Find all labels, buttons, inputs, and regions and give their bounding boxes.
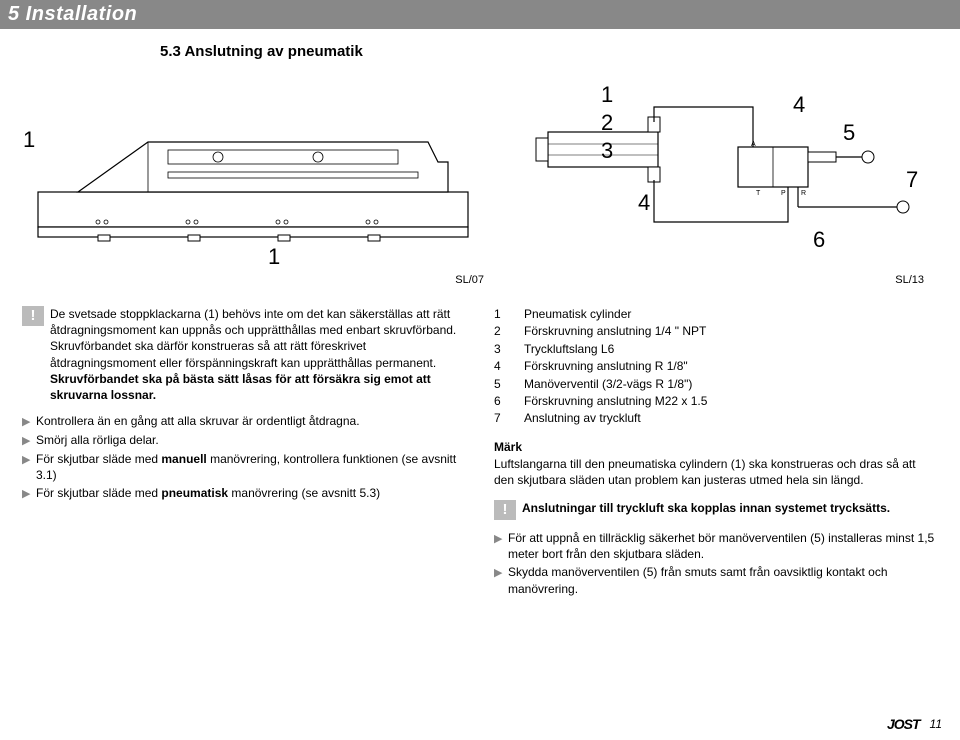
legend-num: 2	[494, 323, 524, 340]
legend-text: Anslutning av tryckluft	[524, 410, 938, 427]
bt-pre: För skjutbar släde med	[36, 452, 161, 466]
bullet-icon: ▶	[22, 487, 36, 502]
list-item: ▶Smörj alla rörliga delar.	[22, 432, 466, 449]
callout-1b: 1	[268, 244, 280, 270]
chapter-header: 5 Installation	[0, 0, 960, 29]
legend-num: 3	[494, 341, 524, 358]
bullet-text: Skydda manöverventilen (5) från smuts sa…	[508, 564, 938, 596]
legend-row: 2Förskruvning anslutning 1/4 " NPT	[494, 323, 938, 340]
legend-text: Tryckluftslang L6	[524, 341, 938, 358]
list-item: ▶För skjutbar släde med pneumatisk manöv…	[22, 485, 466, 502]
diagram-right-label: SL/13	[508, 274, 928, 286]
bt-post: manövrering (se avsnitt 5.3)	[228, 486, 380, 500]
callout-1a: 1	[23, 127, 35, 153]
page-number: 11	[930, 717, 942, 731]
legend-row: 6Förskruvning anslutning M22 x 1.5	[494, 393, 938, 410]
warning-block-right: ! Anslutningar till tryckluft ska koppla…	[494, 500, 938, 520]
callout-r6: 6	[813, 227, 825, 253]
content-columns: ! De svetsade stoppklackarna (1) behövs …	[0, 296, 960, 599]
svg-text:R: R	[801, 190, 806, 197]
diagram-row: 1 1 SL/07 A T P R	[0, 72, 960, 286]
svg-text:T: T	[756, 190, 761, 197]
mark-heading: Märk	[494, 440, 938, 454]
bt-bold: manuell	[161, 452, 206, 466]
warning-icon: !	[22, 306, 44, 326]
legend-text: Förskruvning anslutning 1/4 " NPT	[524, 323, 938, 340]
legend-text: Förskruvning anslutning R 1/8"	[524, 358, 938, 375]
bt-pre: För skjutbar släde med	[36, 486, 161, 500]
legend-row: 7Anslutning av tryckluft	[494, 410, 938, 427]
diagram-left-wrap: 1 1 SL/07	[18, 72, 488, 286]
legend-row: 5Manöverventil (3/2-vägs R 1/8")	[494, 376, 938, 393]
brand-logo: JOST	[887, 716, 920, 732]
bullet-icon: ▶	[22, 453, 36, 468]
bullet-icon: ▶	[494, 532, 508, 547]
column-left: ! De svetsade stoppklackarna (1) behövs …	[22, 306, 466, 599]
bullet-text: Smörj alla rörliga delar.	[36, 432, 466, 448]
legend-num: 6	[494, 393, 524, 410]
warning-text-right: Anslutningar till tryckluft ska kopplas …	[522, 500, 938, 516]
callout-r1: 1	[601, 82, 613, 108]
bullet-icon: ▶	[494, 566, 508, 581]
right-warn-bold: Anslutningar till tryckluft ska kopplas …	[522, 501, 890, 515]
diagram-right: A T P R 1 2 3 4 4 5 6	[508, 72, 928, 272]
callout-r5: 5	[843, 120, 855, 146]
bullet-text: Kontrollera än en gång att alla skruvar …	[36, 413, 466, 429]
bullet-text: För skjutbar släde med pneumatisk manövr…	[36, 485, 466, 501]
bullet-icon: ▶	[22, 434, 36, 449]
legend: 1Pneumatisk cylinder 2Förskruvning anslu…	[494, 306, 938, 428]
warning-icon: !	[494, 500, 516, 520]
section-title: 5.3 Anslutning av pneumatik	[160, 43, 960, 60]
legend-num: 1	[494, 306, 524, 323]
bullet-icon: ▶	[22, 415, 36, 430]
legend-text: Manöverventil (3/2-vägs R 1/8")	[524, 376, 938, 393]
legend-num: 4	[494, 358, 524, 375]
bt-bold: pneumatisk	[161, 486, 228, 500]
column-right: 1Pneumatisk cylinder 2Förskruvning anslu…	[494, 306, 938, 599]
mark-text: Luftslangarna till den pneumatiska cylin…	[494, 456, 938, 488]
legend-num: 5	[494, 376, 524, 393]
bullet-text: För att uppnå en tillräcklig säkerhet bö…	[508, 530, 938, 562]
legend-row: 1Pneumatisk cylinder	[494, 306, 938, 323]
left-bullet-list: ▶Kontrollera än en gång att alla skruvar…	[22, 413, 466, 502]
legend-text: Förskruvning anslutning M22 x 1.5	[524, 393, 938, 410]
legend-row: 3Tryckluftslang L6	[494, 341, 938, 358]
legend-text: Pneumatisk cylinder	[524, 306, 938, 323]
diagram-left-label: SL/07	[18, 274, 488, 286]
warning-block-left: ! De svetsade stoppklackarna (1) behövs …	[22, 306, 466, 403]
list-item: ▶Kontrollera än en gång att alla skruvar…	[22, 413, 466, 430]
diagram-left: 1 1	[18, 72, 488, 272]
svg-text:P: P	[781, 190, 786, 197]
legend-num: 7	[494, 410, 524, 427]
callout-r4b: 4	[638, 190, 650, 216]
legend-row: 4Förskruvning anslutning R 1/8"	[494, 358, 938, 375]
list-item: ▶Skydda manöverventilen (5) från smuts s…	[494, 564, 938, 596]
callout-r7: 7	[906, 167, 918, 193]
callout-r3: 3	[601, 138, 613, 164]
list-item: ▶För skjutbar släde med manuell manövrer…	[22, 451, 466, 483]
diagram-right-wrap: A T P R 1 2 3 4 4 5 6	[508, 72, 928, 286]
callout-r2: 2	[601, 110, 613, 136]
warn-bold: Skruvförbandet ska på bästa sätt låsas f…	[50, 372, 431, 402]
warning-text-left: De svetsade stoppklackarna (1) behövs in…	[50, 306, 466, 403]
bullet-text: För skjutbar släde med manuell manövreri…	[36, 451, 466, 483]
list-item: ▶För att uppnå en tillräcklig säkerhet b…	[494, 530, 938, 562]
page-footer: JOST 11	[887, 716, 942, 732]
warn-pre: De svetsade stoppklackarna (1) behövs in…	[50, 307, 456, 370]
right-bullet-list: ▶För att uppnå en tillräcklig säkerhet b…	[494, 530, 938, 597]
callout-r4a: 4	[793, 92, 805, 118]
